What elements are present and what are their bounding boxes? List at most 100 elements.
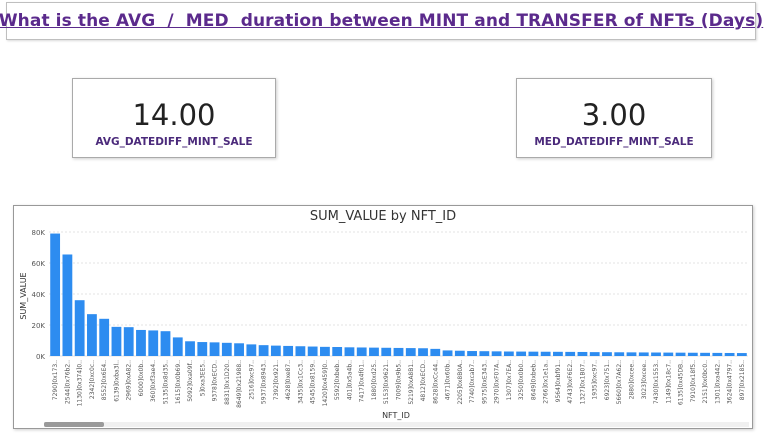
- bar[interactable]: [479, 351, 490, 356]
- bar[interactable]: [565, 351, 576, 356]
- bar[interactable]: [442, 350, 453, 356]
- med-duration-label: MED_DATEDIFF_MINT_SALE: [534, 136, 694, 148]
- x-tick-label: 7009]0x9b5..: [396, 360, 403, 400]
- x-tick-label: 5660]0x7A62..: [616, 360, 623, 404]
- bar[interactable]: [724, 352, 735, 356]
- x-tick-label: 2880]0xcee..: [629, 360, 636, 399]
- bar[interactable]: [540, 351, 551, 356]
- x-tick-label: 1420]0x459]0..: [322, 360, 329, 406]
- bar[interactable]: [172, 337, 183, 356]
- bar[interactable]: [209, 342, 220, 356]
- x-tick-label: 9378]0xECD..: [212, 360, 219, 401]
- scrollbar-thumb[interactable]: [44, 422, 104, 427]
- bar[interactable]: [687, 352, 698, 356]
- x-tick-label: 7430]0x1553..: [653, 360, 660, 404]
- avg-duration-card[interactable]: 14.00 AVG_DATEDIFF_MINT_SALE: [72, 78, 276, 158]
- x-tick-label: 2516]0xc97..: [248, 360, 255, 400]
- bar[interactable]: [454, 350, 465, 356]
- bar[interactable]: [123, 327, 134, 356]
- y-tick-label: 0K: [36, 353, 45, 361]
- bar[interactable]: [332, 347, 343, 356]
- x-tick-label: 1935]0xc97..: [592, 360, 599, 400]
- bar[interactable]: [369, 347, 379, 356]
- bar[interactable]: [258, 345, 269, 356]
- avg-duration-value: 14.00: [132, 98, 216, 132]
- bar[interactable]: [246, 344, 257, 357]
- bar[interactable]: [614, 352, 625, 356]
- bar[interactable]: [160, 331, 171, 356]
- bar[interactable]: [295, 346, 306, 356]
- bar[interactable]: [270, 345, 281, 356]
- bar[interactable]: [418, 348, 428, 356]
- bar[interactable]: [638, 352, 649, 356]
- bar[interactable]: [516, 351, 527, 356]
- horizontal-scrollbar[interactable]: [44, 422, 749, 427]
- bar[interactable]: [234, 343, 244, 356]
- y-tick-label: 80K: [32, 229, 46, 237]
- x-tick-label: 2205]0x8B0A..: [457, 360, 464, 405]
- bar[interactable]: [712, 352, 723, 356]
- bar[interactable]: [528, 351, 539, 356]
- bar[interactable]: [136, 329, 146, 356]
- bar[interactable]: [626, 352, 637, 356]
- x-tick-label: 5937]0x8943..: [261, 360, 268, 404]
- bar[interactable]: [675, 352, 686, 356]
- bar[interactable]: [185, 341, 195, 356]
- y-tick-label: 20K: [32, 322, 46, 330]
- bar[interactable]: [467, 351, 477, 356]
- bar[interactable]: [283, 345, 294, 356]
- x-tick-label: 2151]0x0bc0..: [702, 360, 709, 404]
- bar[interactable]: [663, 352, 674, 356]
- x-axis-label: NFT_ID: [382, 411, 410, 420]
- bar[interactable]: [307, 346, 318, 356]
- x-tick-label: 2544]0x76b2..: [64, 360, 71, 404]
- x-tick-label: 2342]0xc0c..: [89, 360, 96, 399]
- bar[interactable]: [344, 347, 355, 356]
- x-tick-label: 8831]0x1D20..: [224, 360, 231, 405]
- bar[interactable]: [111, 326, 122, 356]
- bar[interactable]: [87, 314, 97, 356]
- bar[interactable]: [99, 318, 110, 356]
- x-tick-label: 4671]0x60b..: [445, 360, 452, 400]
- bar[interactable]: [589, 352, 600, 357]
- bar[interactable]: [430, 348, 441, 356]
- bar[interactable]: [148, 330, 159, 356]
- bar[interactable]: [602, 352, 612, 356]
- y-tick-label: 60K: [32, 260, 46, 268]
- bar[interactable]: [736, 353, 747, 356]
- med-duration-card[interactable]: 3.00 MED_DATEDIFF_MINT_SALE: [516, 78, 712, 158]
- bar[interactable]: [62, 254, 73, 356]
- bar[interactable]: [700, 352, 710, 356]
- bar[interactable]: [405, 348, 416, 356]
- x-tick-label: 3250]0x0b0..: [518, 360, 525, 400]
- bar[interactable]: [356, 347, 367, 356]
- x-tick-label: 5135]0x8d35..: [163, 360, 170, 404]
- x-tick-label: 5092]0xa09f..: [187, 360, 194, 402]
- avg-duration-label: AVG_DATEDIFF_MINT_SALE: [95, 136, 253, 148]
- page-title: What is the AVG / MED duration between M…: [0, 11, 764, 31]
- bar[interactable]: [320, 346, 330, 356]
- bar[interactable]: [393, 347, 404, 356]
- bar[interactable]: [553, 351, 563, 356]
- x-tick-label: 1149]0x18c7..: [665, 360, 672, 404]
- bar[interactable]: [221, 342, 232, 356]
- x-tick-label: 2766]0x1e1a..: [543, 360, 550, 404]
- y-tick-label: 40K: [32, 291, 46, 299]
- bar[interactable]: [381, 347, 392, 356]
- x-tick-label: 4743]0xF6E2..: [567, 360, 574, 404]
- x-tick-label: 1327]0x1B07..: [579, 360, 586, 404]
- med-duration-value: 3.00: [581, 98, 647, 132]
- bar[interactable]: [577, 351, 588, 356]
- x-tick-label: 5153]0x9621..: [383, 360, 390, 404]
- x-tick-label: 1880]0xd25..: [371, 360, 378, 400]
- x-tick-label: 3023]0xcee..: [641, 360, 648, 399]
- x-tick-label: 1615]0x0b69..: [175, 360, 182, 404]
- chart-title: SUM_VALUE by NFT_ID: [310, 209, 456, 224]
- bar[interactable]: [503, 351, 514, 357]
- bar[interactable]: [197, 342, 208, 356]
- sum-value-chart[interactable]: SUM_VALUE by NFT_ID SUM_VALUE NFT_ID 0K 2…: [13, 205, 753, 429]
- bar[interactable]: [74, 300, 85, 356]
- bar[interactable]: [491, 351, 502, 356]
- bar[interactable]: [50, 233, 61, 356]
- bar[interactable]: [651, 352, 661, 356]
